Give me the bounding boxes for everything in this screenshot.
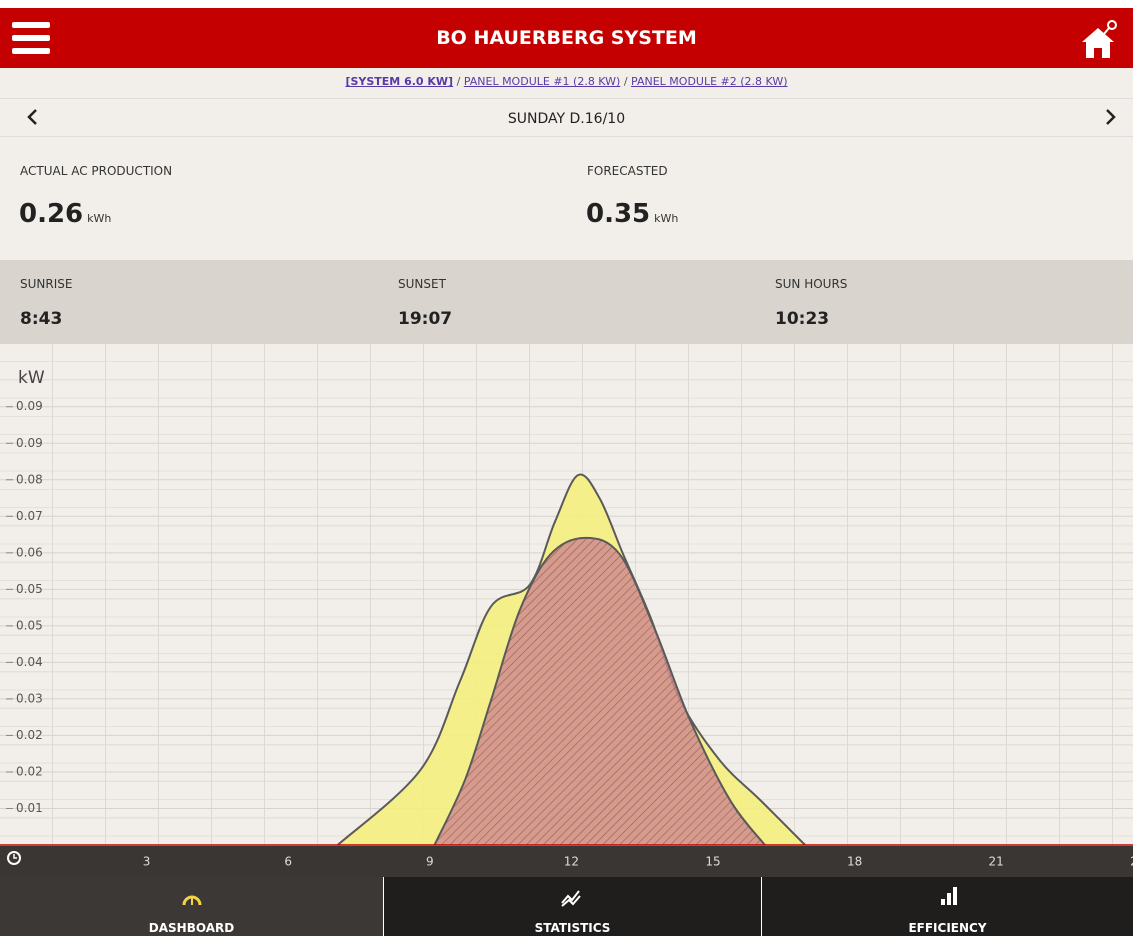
sun-value: 19:07: [398, 309, 453, 329]
breadcrumb-link[interactable]: PANEL MODULE #2 (2.8 KW): [631, 75, 788, 88]
clock-hands: [13, 854, 17, 859]
x-tick-label: 3: [143, 855, 151, 869]
production-value-group: 0.35 kWh: [586, 199, 678, 229]
x-tick-label: 6: [284, 855, 292, 869]
production-label: FORECASTED: [587, 164, 668, 178]
clock-face: [7, 851, 21, 865]
production-label: ACTUAL AC PRODUCTION: [20, 164, 173, 178]
next-day[interactable]: [1103, 108, 1117, 126]
sun-value: 10:23: [775, 309, 830, 329]
breadcrumb-link[interactable]: PANEL MODULE #1 (2.8 KW): [463, 75, 621, 88]
y-tick-label: 0.08: [16, 472, 43, 486]
nav-label: DASHBOARD: [148, 921, 235, 935]
nav-label: EFFICIENCY: [908, 921, 987, 935]
breadcrumb-separator: /: [623, 75, 628, 88]
menu-button[interactable]: [12, 20, 52, 56]
x-tick-label: 21: [989, 855, 1004, 869]
y-tick-label: 0.05: [16, 618, 43, 632]
area-outline: [337, 473, 806, 846]
breadcrumb: [SYSTEM 6.0 KW] / PANEL MODULE #1 (2.8 K…: [0, 68, 1133, 99]
area: [434, 537, 765, 845]
home-button[interactable]: [1080, 18, 1120, 60]
x-tick-label: 15: [705, 855, 720, 869]
area-outline: [433, 536, 766, 846]
x-tick-label: 12: [564, 855, 579, 869]
sun-panel: SUNRISE 8:43 SUNSET 19:07 SUN HOURS 10:2…: [0, 260, 1133, 344]
nav-tab[interactable]: DASHBOARD: [0, 877, 383, 936]
sun-label: SUN HOURS: [775, 277, 848, 291]
production-value: 0.26: [19, 199, 84, 229]
production-unit: kWh: [87, 212, 112, 225]
x-tick-label: 24: [1130, 855, 1133, 869]
production-value: 0.35: [586, 199, 651, 229]
breadcrumb-link[interactable]: [SYSTEM 6.0 KW]: [345, 75, 454, 88]
prev-day[interactable]: [26, 108, 40, 126]
y-tick-label: 0.05: [16, 582, 43, 596]
production-unit: kWh: [654, 212, 679, 225]
y-tick-label: 0.02: [16, 728, 43, 742]
clock-icon: [7, 851, 21, 865]
sun-value: 8:43: [20, 309, 63, 329]
nav-label: STATISTICS: [534, 921, 611, 935]
y-tick-label: 0.02: [16, 764, 43, 778]
date-bar: [0, 99, 1133, 137]
y-tick-label: 0.07: [16, 509, 43, 523]
header-bar: [0, 8, 1133, 68]
production-panel: ACTUAL AC PRODUCTION 0.26 kWh FORECASTED …: [0, 137, 1133, 260]
production-value-group: 0.26 kWh: [19, 199, 111, 229]
y-tick-label: 0.01: [16, 801, 43, 815]
x-tick-label: 18: [847, 855, 862, 869]
page-title: BO HAUERBERG SYSTEM: [436, 27, 697, 49]
nav-tab[interactable]: STATISTICS: [384, 877, 761, 936]
date-label: SUNDAY D.16/10: [507, 111, 626, 127]
y-tick-label: 0.03: [16, 691, 43, 705]
sun-label: SUNSET: [398, 277, 446, 291]
x-axis-bar: [0, 846, 1133, 877]
y-tick-label: 0.09: [16, 436, 43, 450]
breadcrumb-separator: /: [456, 75, 461, 88]
y-tick-label: 0.06: [16, 545, 43, 559]
y-axis-label: kW: [18, 368, 45, 388]
x-tick-label: 9: [426, 855, 434, 869]
chart: kW 0.01 0.02 0.02 0.03 0.04 0.05 0.05 0.06 0.07 0…: [0, 344, 1133, 877]
y-tick-label: 0.09: [16, 399, 43, 413]
nav-tab[interactable]: EFFICIENCY: [762, 877, 1133, 936]
y-tick-label: 0.04: [16, 655, 43, 669]
sun-label: SUNRISE: [20, 277, 73, 291]
